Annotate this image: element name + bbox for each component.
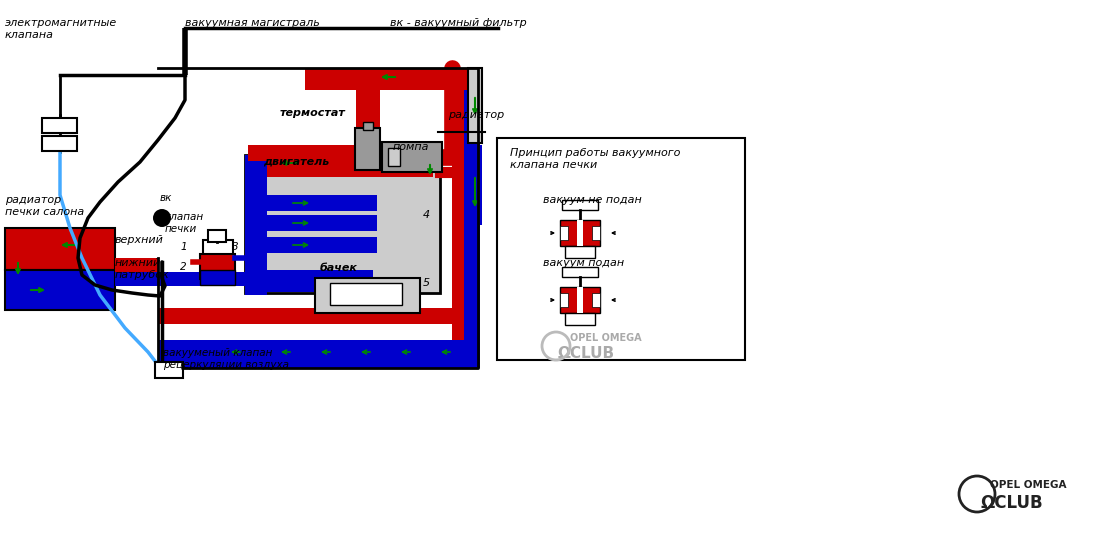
Text: OPEL OMEGA: OPEL OMEGA	[990, 480, 1067, 490]
Bar	[330, 283, 403, 305]
Text: ΩCLUB: ΩCLUB	[558, 345, 615, 361]
Bar	[592, 293, 600, 307]
Bar	[245, 155, 440, 293]
Text: вк: вк	[159, 193, 173, 203]
Text: вакуум не подан: вакуум не подан	[543, 195, 642, 205]
Bar	[248, 270, 374, 292]
Bar	[42, 118, 77, 133]
Bar	[42, 136, 77, 151]
Text: радиатор
печки салона: радиатор печки салона	[4, 195, 85, 217]
Text: помпа: помпа	[392, 142, 429, 152]
Bar	[468, 145, 482, 225]
Bar	[203, 240, 233, 255]
Text: бачек: бачек	[320, 263, 358, 273]
Bar	[388, 148, 400, 166]
Text: 3: 3	[232, 242, 239, 252]
Bar	[468, 68, 482, 143]
Bar	[158, 308, 452, 324]
Bar	[497, 138, 745, 360]
Bar	[560, 287, 600, 313]
Bar	[316, 278, 420, 313]
Text: вакууменый клапан
рецеркуляции воздуха: вакууменый клапан рецеркуляции воздуха	[163, 348, 289, 370]
Bar	[4, 270, 115, 310]
Text: вакуумная магистраль: вакуумная магистраль	[185, 18, 320, 28]
Bar	[576, 220, 583, 246]
Text: двигатель: двигатель	[263, 156, 329, 166]
Bar	[565, 246, 595, 258]
Bar	[592, 226, 600, 240]
Bar	[248, 155, 433, 177]
Text: клапан
печки: клапан печки	[165, 212, 204, 233]
Bar	[115, 258, 159, 272]
Text: верхний: верхний	[115, 235, 164, 245]
Text: 2: 2	[180, 262, 186, 272]
Bar	[452, 68, 464, 340]
Bar	[155, 362, 183, 378]
Text: Принцип работы вакуумного
клапана печки: Принцип работы вакуумного клапана печки	[510, 148, 680, 169]
Bar	[355, 128, 380, 170]
Text: вк - вакуумный фильтр: вк - вакуумный фильтр	[390, 18, 526, 28]
Bar	[252, 195, 377, 211]
Bar	[560, 293, 568, 307]
Bar	[356, 68, 380, 150]
Bar	[562, 200, 598, 210]
Circle shape	[153, 209, 171, 227]
Bar	[576, 287, 583, 313]
Bar	[363, 122, 374, 130]
Text: 1: 1	[180, 242, 186, 252]
Bar	[306, 68, 479, 90]
Bar	[248, 145, 355, 161]
Bar	[562, 267, 598, 277]
Bar	[382, 142, 442, 172]
Bar	[565, 313, 595, 325]
Bar	[560, 226, 568, 240]
Text: термостат: термостат	[280, 108, 346, 118]
Text: 5: 5	[423, 278, 430, 288]
Bar	[245, 155, 266, 295]
Text: ΩCLUB: ΩCLUB	[980, 494, 1043, 512]
Bar	[560, 220, 600, 246]
Bar	[252, 237, 377, 253]
Bar	[200, 254, 235, 279]
Text: радиатор: радиатор	[448, 110, 504, 120]
Bar	[115, 272, 245, 286]
Bar	[200, 270, 235, 285]
Bar	[158, 340, 478, 368]
Text: вакуум подан: вакуум подан	[543, 258, 624, 268]
Bar	[209, 230, 226, 242]
Text: нижний
патрубок: нижний патрубок	[115, 258, 169, 280]
Text: электромагнитные
клапана: электромагнитные клапана	[4, 18, 117, 40]
Bar	[452, 68, 479, 368]
Text: 4: 4	[423, 210, 430, 220]
Bar	[4, 228, 115, 270]
Bar	[252, 215, 377, 231]
Text: OPEL OMEGA: OPEL OMEGA	[570, 333, 641, 343]
